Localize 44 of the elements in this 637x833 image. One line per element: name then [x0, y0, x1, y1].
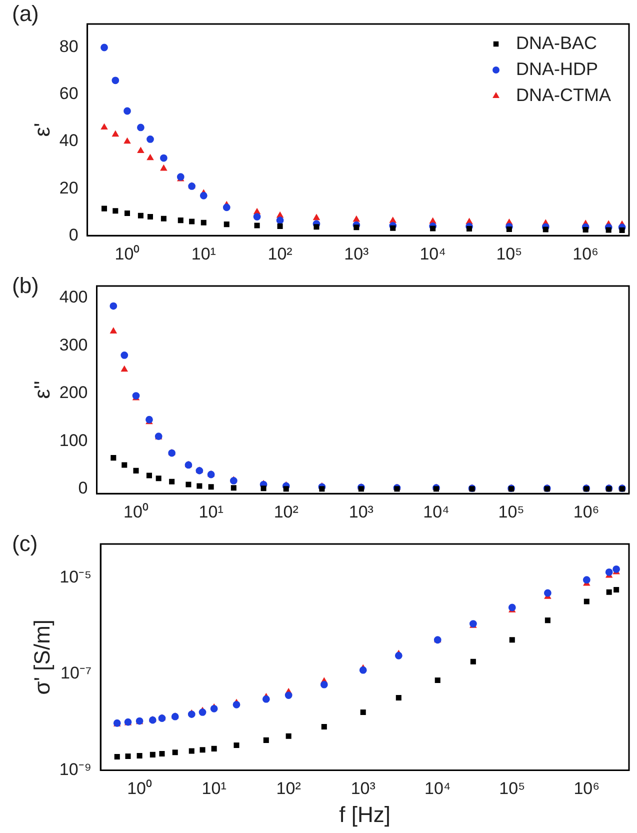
x-tick-label: 10⁵	[499, 779, 526, 798]
x-tick-label: 10¹	[198, 502, 224, 522]
x-tick-label: 10²	[268, 244, 293, 264]
y-tick-label: 80	[59, 37, 78, 56]
x-tick-label: 10²	[276, 779, 302, 798]
text: (a)	[12, 1, 39, 26]
legend-label: DNA-CTMA	[516, 84, 612, 105]
y-tick-label: 10⁻⁹	[59, 760, 92, 779]
y-tick-label: 0	[68, 225, 78, 244]
y-tick-label: 200	[59, 383, 88, 402]
x-tick-label: 10¹	[202, 779, 227, 798]
x-tick-label: 10³	[348, 502, 374, 522]
x-tick-label: 10⁴	[423, 502, 450, 522]
y-tick-label: 300	[59, 335, 88, 354]
x-tick-label: 10⁶	[574, 779, 600, 798]
y-tick-label: 400	[59, 288, 88, 307]
y-tick-label: 40	[59, 131, 78, 150]
x-tick-label: 10³	[344, 244, 370, 264]
y-tick-label: 100	[59, 430, 88, 450]
x-tick-label: 10²	[274, 502, 299, 522]
y-axis-title: ε''	[29, 380, 54, 399]
x-tick-label: 10⁶	[573, 502, 600, 522]
x-tick-label: 10⁰	[127, 779, 152, 798]
legend-label: DNA-HDP	[516, 58, 598, 79]
x-tick-label: 10¹	[191, 244, 216, 264]
x-tick-label: 10⁴	[420, 244, 446, 264]
x-tick-label: 10⁰	[124, 502, 148, 522]
x-tick-label: 10⁴	[424, 779, 451, 798]
x-tick-label: 10⁶	[572, 244, 599, 264]
x-axis-title: f [Hz]	[339, 802, 390, 827]
y-tick-label: 10⁻⁵	[60, 567, 92, 586]
y-tick-label: 60	[59, 84, 78, 104]
text: (c)	[12, 531, 38, 556]
x-tick-label: 10⁵	[498, 502, 524, 522]
text: (b)	[12, 273, 39, 298]
y-tick-label: 10⁻⁷	[60, 664, 92, 683]
y-tick-label: 20	[59, 178, 78, 198]
legend-label: DNA-BAC	[516, 32, 598, 53]
x-tick-label: 10⁵	[496, 244, 522, 264]
y-axis-title: ε'	[29, 122, 54, 137]
x-tick-label: 10⁰	[114, 244, 140, 264]
x-tick-label: 10³	[350, 779, 376, 798]
y-tick-label: 0	[78, 478, 88, 498]
y-axis-title: σ' [S/m]	[29, 619, 54, 695]
